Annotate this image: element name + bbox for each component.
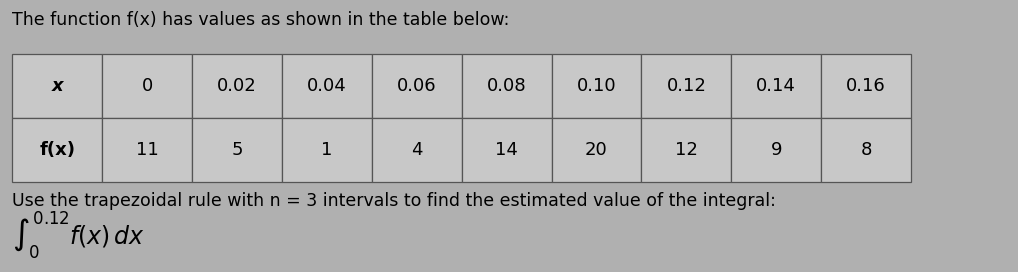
FancyBboxPatch shape — [641, 54, 731, 118]
FancyBboxPatch shape — [192, 54, 282, 118]
Text: 12: 12 — [675, 141, 697, 159]
Text: 4: 4 — [411, 141, 422, 159]
Text: 14: 14 — [495, 141, 518, 159]
Text: 8: 8 — [860, 141, 871, 159]
Text: 5: 5 — [231, 141, 242, 159]
FancyBboxPatch shape — [552, 118, 641, 182]
Text: 1: 1 — [321, 141, 333, 159]
FancyBboxPatch shape — [192, 118, 282, 182]
FancyBboxPatch shape — [102, 54, 192, 118]
FancyBboxPatch shape — [822, 54, 911, 118]
FancyBboxPatch shape — [372, 118, 461, 182]
Text: 0.08: 0.08 — [487, 77, 526, 95]
FancyBboxPatch shape — [282, 118, 372, 182]
FancyBboxPatch shape — [552, 54, 641, 118]
Text: 0.06: 0.06 — [397, 77, 437, 95]
Text: 11: 11 — [135, 141, 159, 159]
Text: 20: 20 — [585, 141, 608, 159]
Text: 0: 0 — [142, 77, 153, 95]
FancyBboxPatch shape — [461, 54, 552, 118]
FancyBboxPatch shape — [12, 54, 102, 118]
Text: 0.04: 0.04 — [307, 77, 347, 95]
Text: 9: 9 — [771, 141, 782, 159]
Text: $\int_0^{0.12} f(x)\, dx$: $\int_0^{0.12} f(x)\, dx$ — [12, 210, 146, 261]
FancyBboxPatch shape — [731, 54, 822, 118]
Text: x: x — [51, 77, 63, 95]
FancyBboxPatch shape — [282, 54, 372, 118]
Text: 0.16: 0.16 — [846, 77, 886, 95]
Text: The function f(x) has values as shown in the table below:: The function f(x) has values as shown in… — [12, 11, 510, 29]
FancyBboxPatch shape — [822, 118, 911, 182]
FancyBboxPatch shape — [12, 118, 102, 182]
Text: 0.12: 0.12 — [667, 77, 706, 95]
Text: f(x): f(x) — [39, 141, 75, 159]
Text: 0.14: 0.14 — [756, 77, 796, 95]
Text: 0.02: 0.02 — [217, 77, 257, 95]
FancyBboxPatch shape — [102, 118, 192, 182]
FancyBboxPatch shape — [461, 118, 552, 182]
Text: 0.10: 0.10 — [576, 77, 616, 95]
FancyBboxPatch shape — [731, 118, 822, 182]
Text: Use the trapezoidal rule with n = 3 intervals to find the estimated value of the: Use the trapezoidal rule with n = 3 inte… — [12, 192, 776, 210]
FancyBboxPatch shape — [641, 118, 731, 182]
FancyBboxPatch shape — [372, 54, 461, 118]
